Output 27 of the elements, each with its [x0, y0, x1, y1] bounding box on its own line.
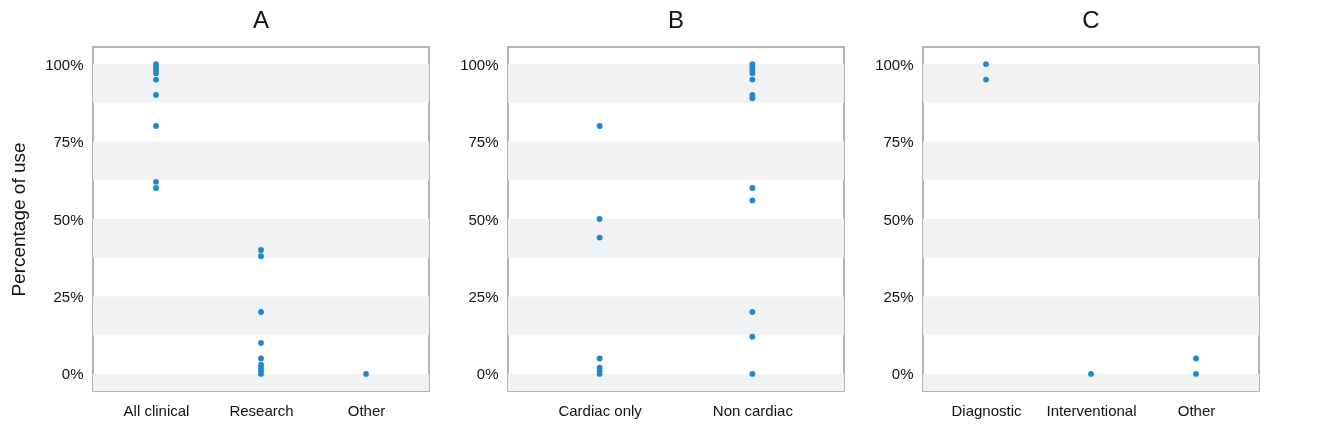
x-tick-label: Other [1177, 401, 1216, 419]
y-tick-label: 50% [468, 210, 499, 228]
y-axis-title: Percentage of use [8, 142, 30, 297]
y-tick-label: 75% [468, 133, 499, 151]
y-tick-label: 0% [476, 365, 499, 383]
x-tick-label: Interventional [1046, 401, 1137, 419]
x-tick-label: Research [229, 401, 294, 419]
y-tick-label: 100% [875, 55, 914, 73]
y-tick-label: 50% [883, 210, 914, 228]
y-tick-label: 75% [53, 133, 84, 151]
y-tick-label: 25% [53, 287, 84, 305]
y-tick-label: 100% [460, 55, 499, 73]
x-tick-label: Non cardiac [712, 401, 794, 419]
y-tick-label: 75% [883, 133, 914, 151]
y-tick-label: 50% [53, 210, 84, 228]
y-tick-label: 0% [891, 365, 914, 383]
x-tick-label: Diagnostic [951, 401, 1023, 419]
x-tick-label: Cardiac only [558, 401, 643, 419]
chart-title: C [1082, 6, 1100, 33]
y-tick-label: 0% [61, 365, 84, 383]
x-tick-label: Other [347, 401, 386, 419]
y-tick-label: 25% [468, 287, 499, 305]
y-tick-label: 100% [45, 55, 84, 73]
chart-title: A [252, 6, 270, 33]
y-tick-label: 25% [883, 287, 914, 305]
x-tick-label: All clinical [123, 401, 190, 419]
chart-title: B [667, 6, 685, 33]
